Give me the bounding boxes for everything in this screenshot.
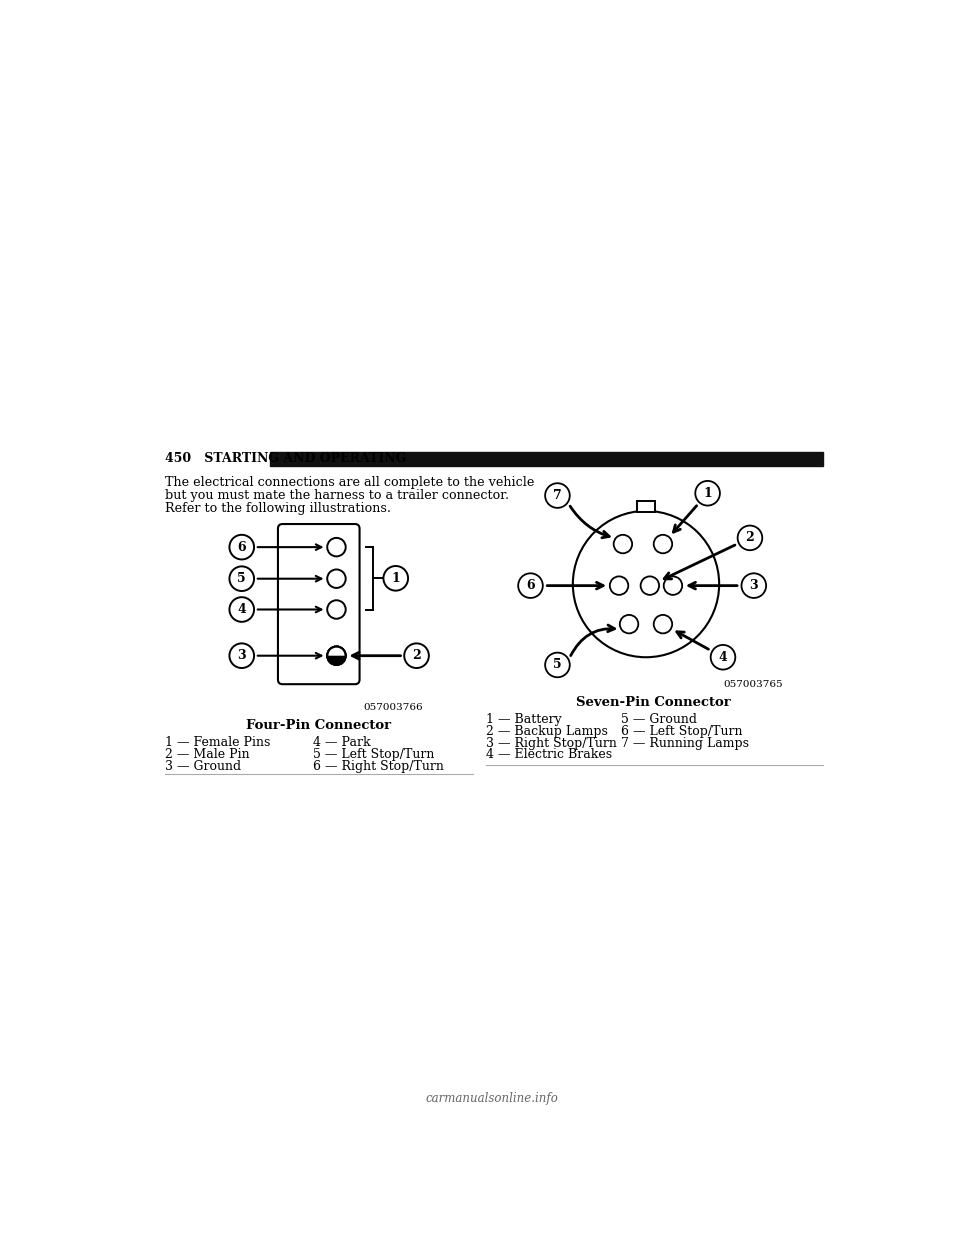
Circle shape	[737, 525, 762, 550]
Circle shape	[229, 535, 254, 559]
Text: 2: 2	[412, 650, 420, 662]
Text: carmanualsonline.info: carmanualsonline.info	[425, 1092, 559, 1105]
Circle shape	[229, 566, 254, 591]
Text: Refer to the following illustrations.: Refer to the following illustrations.	[165, 503, 391, 515]
Text: 2 — Male Pin: 2 — Male Pin	[165, 748, 250, 761]
Circle shape	[573, 510, 719, 657]
Circle shape	[654, 535, 672, 553]
Wedge shape	[327, 656, 346, 664]
Text: 4 — Park: 4 — Park	[313, 735, 371, 749]
Text: 4 — Electric Brakes: 4 — Electric Brakes	[486, 749, 612, 761]
Circle shape	[640, 576, 660, 595]
Text: 1 — Female Pins: 1 — Female Pins	[165, 735, 270, 749]
Circle shape	[610, 576, 628, 595]
Text: 1: 1	[392, 571, 400, 585]
Text: 7 — Running Lamps: 7 — Running Lamps	[621, 737, 750, 750]
Bar	[271, 452, 823, 466]
Circle shape	[620, 615, 638, 633]
Text: 1: 1	[704, 487, 712, 499]
Text: 6 — Right Stop/Turn: 6 — Right Stop/Turn	[313, 760, 444, 774]
Text: 057003765: 057003765	[723, 681, 782, 689]
Circle shape	[327, 600, 346, 619]
Circle shape	[404, 643, 429, 668]
Circle shape	[741, 574, 766, 597]
Circle shape	[545, 652, 570, 677]
Text: The electrical connections are all complete to the vehicle: The electrical connections are all compl…	[165, 476, 534, 489]
Text: 5: 5	[237, 573, 246, 585]
Text: but you must mate the harness to a trailer connector.: but you must mate the harness to a trail…	[165, 489, 509, 502]
Text: 3: 3	[750, 579, 758, 592]
Circle shape	[327, 570, 346, 587]
Circle shape	[545, 483, 570, 508]
Text: 4: 4	[237, 604, 246, 616]
Circle shape	[663, 576, 683, 595]
FancyBboxPatch shape	[636, 501, 656, 512]
Circle shape	[613, 535, 632, 553]
Circle shape	[229, 597, 254, 622]
Text: 2: 2	[746, 532, 755, 544]
Circle shape	[383, 566, 408, 591]
Text: Seven-Pin Connector: Seven-Pin Connector	[576, 696, 732, 709]
Text: 3 — Right Stop/Turn: 3 — Right Stop/Turn	[486, 737, 616, 750]
Text: 3 — Ground: 3 — Ground	[165, 760, 241, 774]
Circle shape	[695, 481, 720, 505]
Circle shape	[654, 615, 672, 633]
Text: 450   STARTING AND OPERATING: 450 STARTING AND OPERATING	[165, 452, 406, 465]
Text: 6: 6	[237, 540, 246, 554]
Text: 3: 3	[237, 650, 246, 662]
Text: 5: 5	[553, 658, 562, 672]
Circle shape	[229, 643, 254, 668]
Text: 5 — Ground: 5 — Ground	[621, 713, 697, 725]
Text: 6: 6	[526, 579, 535, 592]
Text: 5 — Left Stop/Turn: 5 — Left Stop/Turn	[313, 748, 435, 761]
Circle shape	[327, 538, 346, 556]
Circle shape	[327, 646, 346, 664]
Text: 7: 7	[553, 489, 562, 502]
Circle shape	[327, 646, 346, 664]
FancyBboxPatch shape	[278, 524, 360, 684]
Text: 2 — Backup Lamps: 2 — Backup Lamps	[486, 724, 608, 738]
Circle shape	[710, 645, 735, 669]
Text: 1 — Battery: 1 — Battery	[486, 713, 562, 725]
Circle shape	[518, 574, 542, 597]
Text: 4: 4	[719, 651, 728, 663]
Text: Four-Pin Connector: Four-Pin Connector	[246, 719, 392, 732]
Text: 057003766: 057003766	[364, 703, 423, 713]
Text: 6 — Left Stop/Turn: 6 — Left Stop/Turn	[621, 724, 743, 738]
